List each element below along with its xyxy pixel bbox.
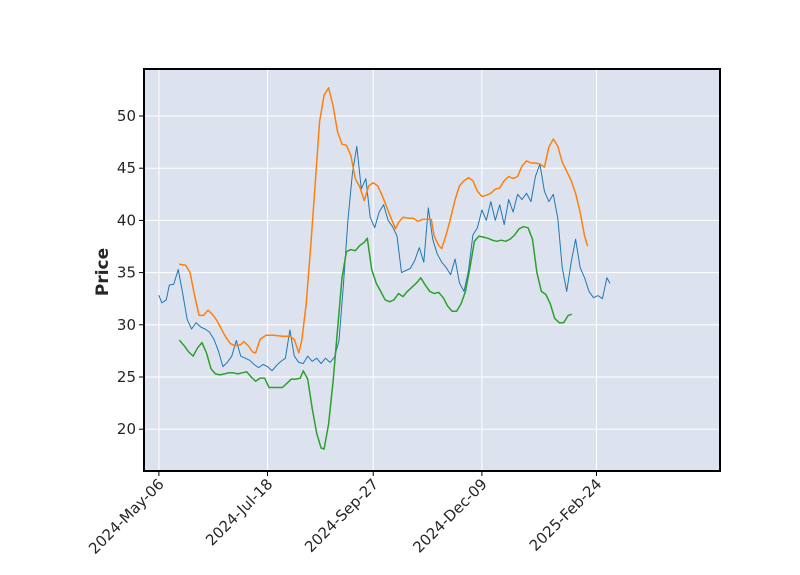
x-tick-label: 2024-Dec-09	[409, 475, 490, 556]
x-tick-label: 2025-Feb-24	[526, 475, 606, 555]
series-lines	[158, 87, 611, 450]
series-line-2	[178, 87, 589, 354]
y-tick-label: 25	[117, 368, 136, 386]
y-tick-label: 45	[117, 159, 136, 177]
y-tick-label: 30	[117, 316, 136, 334]
y-tick-label: 20	[117, 420, 136, 438]
y-tick-label: 35	[117, 264, 136, 282]
x-tick-label: 2024-Sep-27	[301, 475, 382, 556]
y-axis-title: Price	[93, 248, 113, 296]
plot-frame	[143, 68, 721, 472]
y-tick-label: 50	[117, 107, 136, 125]
plot-background	[144, 69, 720, 471]
series-line-1	[158, 145, 611, 372]
x-tick-label: 2024-May-06	[85, 475, 168, 558]
x-tick-label: 2024-Jul-18	[202, 475, 276, 549]
y-tick-label: 40	[117, 211, 136, 229]
series-line-3	[178, 225, 572, 450]
